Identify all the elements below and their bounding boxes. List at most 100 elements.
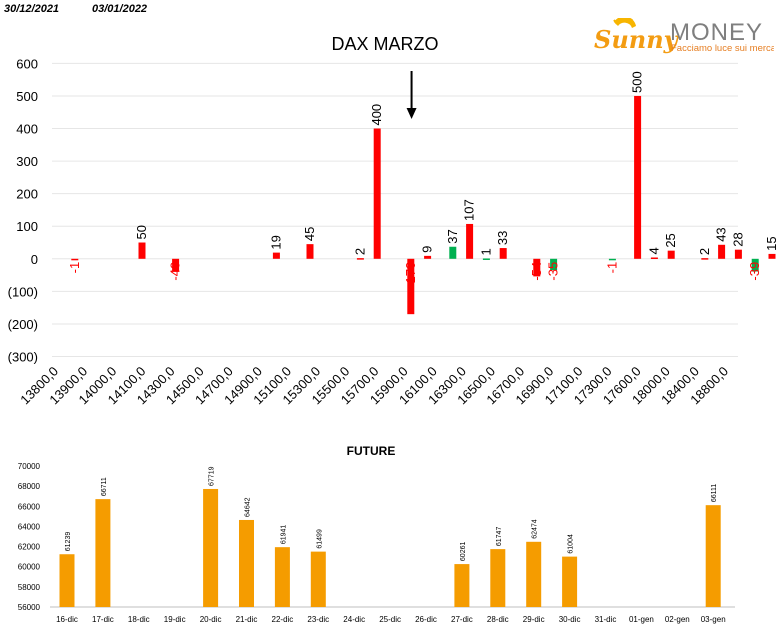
bar (718, 244, 726, 259)
x-tick-label: 25-dic (379, 615, 401, 624)
x-tick-label: 17-dic (92, 615, 114, 624)
bar (550, 258, 558, 271)
y-tick-label: 600 (16, 56, 38, 71)
x-tick-label: 22-dic (272, 615, 294, 624)
data-label: 2 (352, 248, 367, 255)
bar (306, 244, 314, 259)
x-tick-label: 29-dic (523, 615, 545, 624)
data-label: -54 (529, 262, 544, 281)
bar (482, 258, 490, 260)
bar (407, 258, 415, 315)
chart-title: DAX MARZO (331, 34, 438, 54)
data-label: -39 (747, 262, 762, 281)
bar (701, 258, 709, 260)
bar (272, 252, 280, 259)
x-tick-label: 30-dic (559, 615, 581, 624)
x-tick-label: 26-dic (415, 615, 437, 624)
future-bar (239, 519, 254, 607)
future-data-label: 67719 (209, 466, 216, 486)
future-data-label: 61499 (316, 529, 323, 549)
x-tick-label: 20-dic (200, 615, 222, 624)
bar-series (71, 95, 776, 315)
bar (734, 249, 742, 259)
future-data-labels: 61239 66711 67719 64642 61941 61499 60261 61747… (65, 466, 718, 561)
data-label: -35 (546, 262, 561, 281)
x-axis-ticks: 13800,013900,014000,014100,014300,014500… (17, 364, 731, 408)
future-data-label: 61239 (65, 532, 72, 552)
bar (533, 258, 541, 277)
x-tick-label: 27-dic (451, 615, 473, 624)
y-tick-label: 100 (16, 219, 38, 234)
bar (667, 250, 675, 259)
data-label: 33 (495, 231, 510, 245)
data-label: 25 (663, 233, 678, 247)
future-bar (310, 551, 326, 607)
data-label: 2 (697, 248, 712, 255)
y-tick-label: 68000 (18, 482, 41, 491)
data-label: -1 (67, 262, 82, 274)
y-tick-label: 56000 (18, 603, 41, 612)
x-tick-label: 16-dic (56, 615, 78, 624)
y-tick-label: 62000 (18, 543, 41, 552)
bar (634, 95, 642, 259)
sun-icon (613, 18, 636, 28)
bar (424, 255, 432, 259)
data-label: 107 (462, 199, 477, 221)
data-label: 500 (630, 71, 645, 93)
future-chart: FUTURE 70000 68000 66000 64000 62000 60000 580… (18, 444, 735, 624)
dax-options-chart: DAX MARZO 600 500 400 300 200 100 0 (100) (200) (… (8, 34, 779, 408)
bar (138, 242, 146, 259)
y-tick-label: 300 (16, 154, 38, 169)
y-tick-label: 58000 (18, 583, 41, 592)
future-bar (562, 556, 578, 607)
bar (650, 257, 658, 259)
x-tick-label: 02-gen (665, 615, 690, 624)
x-tick-label: 19-dic (164, 615, 186, 624)
future-bar (454, 564, 470, 607)
y-gridlines (52, 62, 738, 358)
logo-script: Sunny (594, 25, 680, 54)
y-tick-label: (200) (8, 317, 38, 332)
bar (499, 248, 507, 259)
x-tick-label: 03-gen (701, 615, 726, 624)
future-data-label: 60261 (460, 542, 467, 562)
y-tick-label: 60000 (18, 563, 41, 572)
data-label: 400 (369, 104, 384, 126)
data-label: -1 (604, 262, 619, 274)
y-tick-label: (100) (8, 284, 38, 299)
future-bar (274, 547, 290, 607)
future-data-label: 66711 (101, 477, 108, 496)
y-tick-label: 0 (31, 252, 38, 267)
x-tick-label: 01-gen (629, 615, 654, 624)
y-tick-label: 500 (16, 89, 38, 104)
data-label: 1 (478, 248, 493, 255)
logo-tagline: Facciamo luce sui mercati (671, 43, 774, 54)
bar (768, 253, 776, 259)
x-tick-label: 21-dic (236, 615, 258, 624)
bar (172, 258, 180, 272)
data-label: 50 (134, 225, 149, 239)
y-tick-label: 200 (16, 187, 38, 202)
future-data-label: 61747 (496, 527, 503, 547)
future-data-label: 61004 (568, 534, 575, 554)
bar (356, 258, 364, 260)
data-label: -40 (168, 262, 183, 281)
future-data-label: 62474 (532, 519, 539, 539)
x-tick-label: 31-dic (595, 615, 617, 624)
bar (466, 223, 474, 259)
data-label: 28 (730, 232, 745, 246)
future-bar (203, 488, 219, 607)
future-bar (526, 541, 542, 607)
future-bar (705, 505, 721, 607)
data-label: 9 (420, 246, 435, 253)
y-tick-label: 66000 (18, 502, 41, 511)
future-y-ticks: 70000 68000 66000 64000 62000 60000 58000 56000 (18, 462, 41, 612)
date-from: 30/12/2021 (4, 3, 60, 15)
y-axis-ticks: 600 500 400 300 200 100 0 (100) (200) (300) (8, 56, 38, 364)
future-data-label: 61941 (280, 525, 287, 545)
future-title: FUTURE (347, 444, 396, 458)
future-bar (95, 499, 111, 607)
date-to: 03/01/2022 (92, 3, 148, 15)
